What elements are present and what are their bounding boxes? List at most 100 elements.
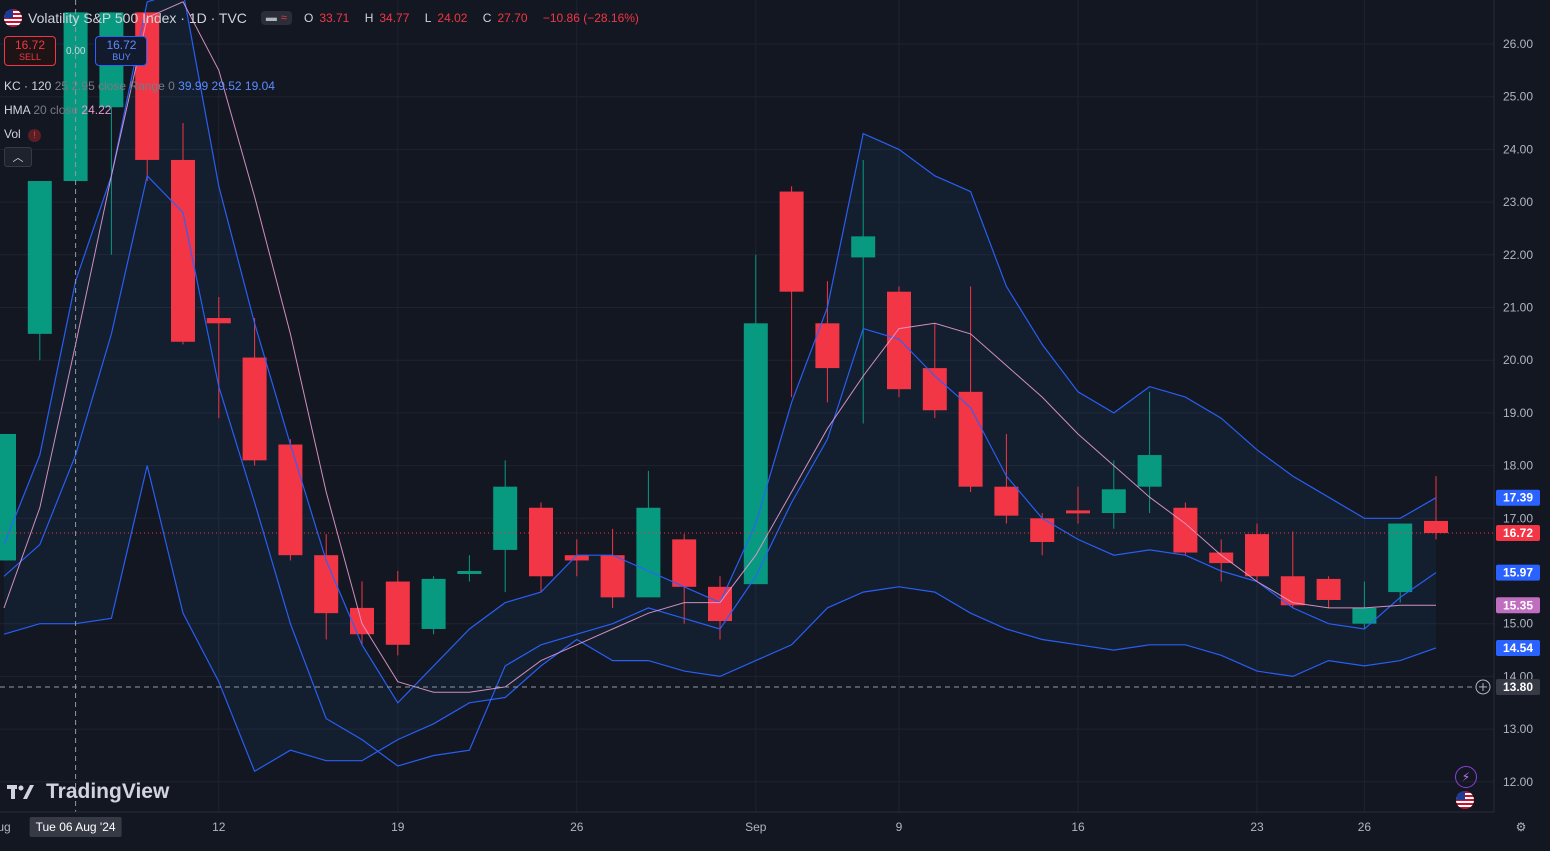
y-tick-label: 12.00 xyxy=(1503,775,1533,789)
candle-body xyxy=(743,323,768,585)
minus-icon[interactable]: ▬ xyxy=(265,12,277,24)
candle xyxy=(994,433,1019,524)
candle xyxy=(1209,539,1234,582)
candle-body xyxy=(314,555,339,614)
candle-body xyxy=(0,433,16,561)
candle-body xyxy=(27,181,52,334)
candle-body xyxy=(1388,523,1413,593)
price-label: 14.54 xyxy=(1503,641,1533,655)
candle-body xyxy=(278,444,303,556)
sell-button[interactable]: 16.72 SELL xyxy=(4,36,56,66)
crosshair-price-label-bg xyxy=(1496,678,1540,695)
candle-body xyxy=(1066,510,1090,514)
crosshair-date-label-bg xyxy=(29,817,122,837)
indicator-kc[interactable]: KC · 120 25 2.95 close Range 0 39.99 29.… xyxy=(4,79,275,93)
time-axis[interactable]: ug 12 19 26 Sep 9 16 23 26 Tue 06 Aug '24 xyxy=(0,811,1494,837)
us-flag-icon-button[interactable] xyxy=(1455,790,1475,810)
candle-body xyxy=(1245,534,1269,577)
candle-body xyxy=(815,323,840,369)
us-flag-icon xyxy=(4,9,22,27)
settings-gear-icon[interactable]: ⚙ xyxy=(1515,820,1527,834)
candles xyxy=(0,12,1448,656)
candle xyxy=(314,534,339,640)
candle xyxy=(278,439,303,561)
candle-body xyxy=(1137,455,1162,487)
y-tick-label: 22.00 xyxy=(1503,248,1533,262)
chevron-up-icon: ︿ xyxy=(12,152,24,164)
candle xyxy=(242,318,267,466)
y-tick-label: 18.00 xyxy=(1503,459,1533,473)
title-row: Volatility S&P 500 Index · 1D · TVC ▬ ≈ … xyxy=(4,9,651,27)
candle-body xyxy=(350,607,374,635)
candle xyxy=(1424,476,1448,540)
y-tick-label: 17.00 xyxy=(1503,511,1533,525)
kc-lower-line xyxy=(3,465,1437,773)
hma-line xyxy=(3,1,1436,693)
indicator-hma[interactable]: HMA 20 close 24.22 xyxy=(4,103,112,117)
candle xyxy=(672,534,697,624)
price-label: 15.35 xyxy=(1503,598,1533,612)
crosshair-price-label: 13.80 xyxy=(1503,680,1533,694)
candle xyxy=(815,281,840,403)
candle xyxy=(851,159,876,424)
candle-body xyxy=(851,236,876,258)
candle-body xyxy=(457,571,482,574)
price-label-bg xyxy=(1496,525,1540,542)
kc-band-fill xyxy=(4,0,1436,772)
legend-tools[interactable]: ▬ ≈ xyxy=(260,11,292,25)
overlays xyxy=(0,0,1494,812)
warning-icon: ! xyxy=(28,129,42,142)
tradingview-mark-icon xyxy=(7,785,34,799)
collapse-legend-button[interactable]: ︿ xyxy=(4,147,32,167)
price-label: 15.97 xyxy=(1503,566,1533,580)
candle xyxy=(564,539,589,577)
trade-buttons: 16.72 SELL 0.00 16.72 BUY xyxy=(4,36,148,66)
x-tick-label: 26 xyxy=(570,820,584,834)
spread-value: 0.00 xyxy=(66,45,86,57)
candle xyxy=(779,186,804,398)
price-axis[interactable]: 26.00 25.00 24.00 23.00 22.00 21.00 20.00 19.00… xyxy=(1493,0,1540,812)
symbol-title[interactable]: Volatility S&P 500 Index · 1D · TVC xyxy=(28,10,247,26)
candle xyxy=(457,555,482,582)
candle-body xyxy=(1424,520,1448,534)
candle xyxy=(63,12,88,182)
candle-body xyxy=(564,555,589,561)
price-label-bg xyxy=(1496,597,1540,614)
candle-body xyxy=(385,581,410,645)
x-tick-label: 16 xyxy=(1071,820,1085,834)
candle-body xyxy=(1209,552,1234,564)
candle xyxy=(421,576,446,635)
x-tick-label: 19 xyxy=(391,820,405,834)
candle xyxy=(922,323,947,419)
crosshair-date-label: Tue 06 Aug '24 xyxy=(36,820,116,834)
wave-icon[interactable]: ≈ xyxy=(280,12,287,24)
candle xyxy=(206,296,231,419)
candle xyxy=(0,433,16,561)
candle-body xyxy=(887,291,911,390)
candle xyxy=(493,460,518,593)
buy-button[interactable]: 16.72 BUY xyxy=(95,36,148,66)
tradingview-logo: TradingView xyxy=(6,780,169,804)
indicator-vol[interactable]: Vol ! xyxy=(4,127,42,142)
price-label: 16.72 xyxy=(1503,526,1533,540)
candle xyxy=(1101,460,1126,529)
candle xyxy=(1316,576,1341,608)
candle xyxy=(1066,486,1090,524)
candle-body xyxy=(636,507,661,598)
candle-body xyxy=(242,357,267,461)
x-tick-label: 9 xyxy=(896,820,903,834)
y-tick-label: 26.00 xyxy=(1503,37,1533,51)
y-tick-label: 24.00 xyxy=(1503,142,1533,156)
candle-body xyxy=(1316,578,1341,600)
candle-body xyxy=(779,191,804,292)
candle xyxy=(1030,513,1055,556)
x-tick-label: 26 xyxy=(1358,820,1372,834)
kc-middle-line xyxy=(3,174,1437,767)
y-tick-label: 19.00 xyxy=(1503,406,1533,420)
candle-body xyxy=(922,368,947,411)
price-label: 17.39 xyxy=(1503,491,1533,505)
lightning-icon[interactable]: ⚡ xyxy=(1455,766,1477,788)
candle xyxy=(1245,523,1269,582)
candle xyxy=(529,502,553,593)
